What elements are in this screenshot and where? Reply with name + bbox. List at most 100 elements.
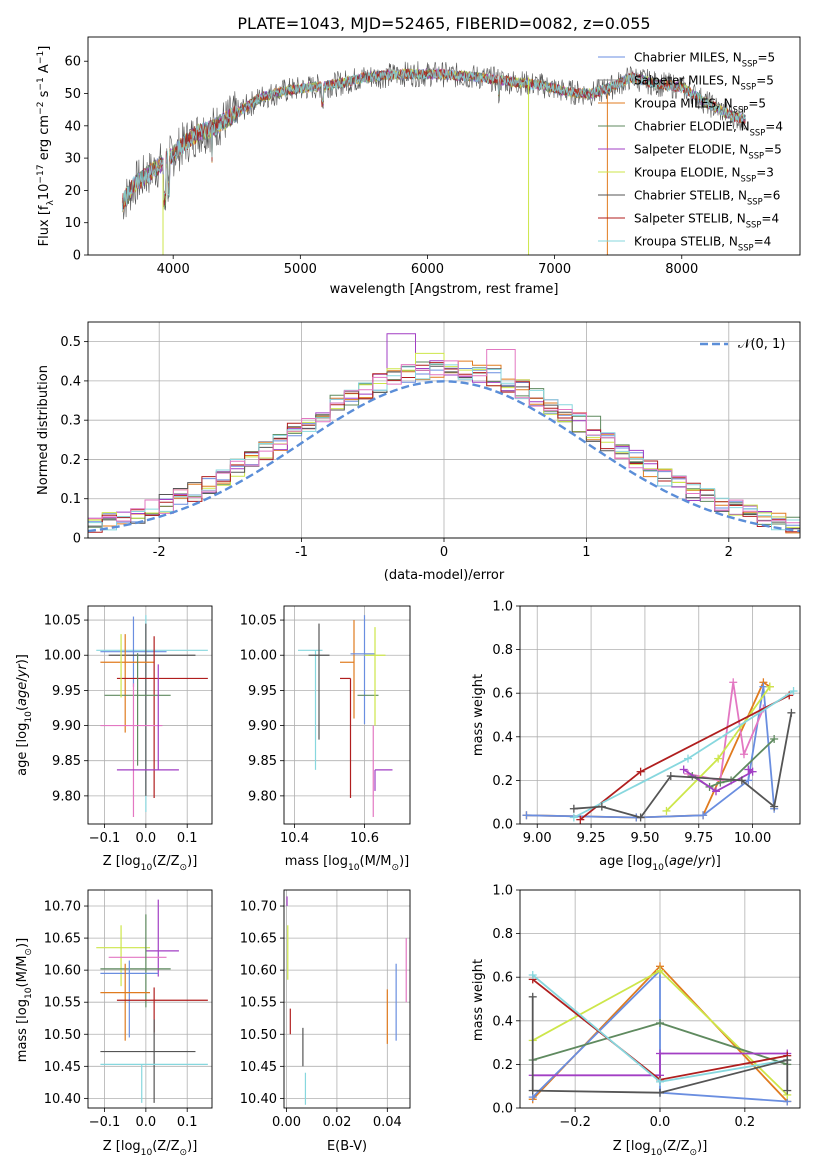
x-tick-label: 5000 — [284, 262, 317, 277]
y-tick-label: 0.3 — [60, 414, 81, 429]
age-vs-metallicity-panel: −0.1 0.0 0.1 9.80 9.85 9.90 9.95 10.00 10.05 Z [l… — [15, 605, 213, 873]
legend-label-ce: Chabrier ELODIE, NSSP=4 — [634, 120, 783, 138]
axes-frame — [283, 889, 411, 1109]
residual-histogram-panel: -2 -1 0 1 2 0 0.1 0.2 0.3 0.4 0.5 (data-model)/erro… — [36, 321, 801, 583]
x-tick-label: 0.1 — [177, 1115, 198, 1130]
y-tick-label: 10.60 — [240, 964, 277, 979]
y-tick-label: 0.8 — [492, 643, 513, 658]
figure-title: PLATE=1043, MJD=52465, FIBERID=0082, z=0… — [237, 14, 650, 33]
axes-frame — [283, 605, 411, 825]
errorbars — [96, 899, 208, 1103]
y-axis-label: mass weight — [471, 674, 486, 756]
x-tick-label: 0.00 — [272, 1115, 301, 1130]
x-tick-label: −0.1 — [89, 831, 121, 846]
x-tick-label: 8000 — [665, 262, 698, 277]
legend-label-se: Salpeter ELODIE, NSSP=5 — [634, 143, 782, 161]
y-tick-label: 10.45 — [240, 1060, 277, 1075]
y-tick-label: 50 — [64, 87, 81, 102]
y-tick-label: 10.40 — [44, 1092, 81, 1107]
x-tick-label: -1 — [295, 545, 308, 560]
y-tick-label: 10.05 — [240, 614, 277, 629]
x-tick-label: -2 — [153, 545, 166, 560]
axes-frame — [87, 889, 213, 1109]
y-tick-label: 9.80 — [248, 789, 277, 804]
x-tick-label: 0.02 — [322, 1115, 351, 1130]
legend-label-cm: Chabrier MILES, NSSP=5 — [634, 51, 775, 69]
errorbars — [298, 615, 393, 817]
x-axis-label: age [log10(age/yr)] — [599, 854, 721, 873]
weight-lines — [522, 678, 798, 824]
axes-frame — [87, 321, 801, 539]
x-tick-label: 0.2 — [735, 1115, 756, 1130]
y-tick-label: 0.6 — [492, 971, 513, 986]
y-axis-label: Normed distribution — [36, 365, 51, 495]
y-tick-label: 20 — [64, 184, 81, 199]
axes-frame — [519, 889, 801, 1109]
y-tick-label: 0.0 — [492, 1102, 513, 1117]
x-tick-label: 9.50 — [630, 831, 659, 846]
legend-label-km: Kroupa MILES, NSSP=5 — [634, 97, 766, 115]
y-tick-label: 10.40 — [240, 1092, 277, 1107]
legend-label-sm: Salpeter MILES, NSSP=5 — [634, 74, 774, 92]
errorbars — [96, 615, 208, 817]
y-tick-label: 1.0 — [492, 884, 513, 899]
weight-line-se — [683, 768, 755, 793]
weight-line-cs — [573, 712, 793, 819]
x-tick-label: 9.75 — [684, 831, 713, 846]
age-vs-mass-panel: 10.4 10.6 9.80 9.85 9.90 9.95 10.00 10.05 mass [… — [240, 605, 411, 873]
y-tick-label: 9.95 — [248, 684, 277, 699]
normal-distribution-curve — [88, 380, 800, 533]
y-tick-label: 9.80 — [52, 789, 81, 804]
y-tick-label: 10.00 — [240, 649, 277, 664]
x-axis-label: (data-model)/error — [384, 568, 505, 583]
x-tick-label: 9.25 — [577, 831, 606, 846]
x-axis-label: mass [log10(M/M⊙)] — [285, 854, 409, 873]
errorbars — [286, 896, 407, 1105]
y-tick-label: 0 — [73, 532, 81, 547]
y-tick-label: 9.85 — [52, 754, 81, 769]
x-tick-label: 0.1 — [177, 831, 198, 846]
y-tick-label: 10.05 — [44, 614, 81, 629]
mass-vs-metallicity-panel: −0.1 0.0 0.1 10.40 10.45 10.50 10.55 10.60 10.65… — [15, 889, 213, 1158]
y-axis-label: mass weight — [471, 959, 486, 1041]
legend-label-ks: Kroupa STELIB, NSSP=4 — [634, 235, 771, 253]
y-tick-label: 0.2 — [492, 774, 513, 789]
y-axis-label: age [log10(age/yr)] — [15, 654, 34, 776]
x-tick-label: 0.04 — [373, 1115, 402, 1130]
x-axis-label: wavelength [Angstrom, rest frame] — [330, 282, 559, 297]
axes-frame — [87, 36, 801, 256]
y-tick-label: 9.85 — [248, 754, 277, 769]
model-spectrum-line-ke — [121, 68, 746, 209]
y-tick-label: 10.70 — [44, 900, 81, 915]
y-tick-label: 0.5 — [60, 335, 81, 350]
axes-frame — [87, 605, 213, 825]
axes-frame — [519, 605, 801, 825]
y-tick-label: 10.65 — [240, 932, 277, 947]
weight-line-ke — [665, 686, 771, 812]
x-tick-label: −0.1 — [89, 1115, 121, 1130]
y-tick-label: 10.60 — [44, 964, 81, 979]
x-tick-label: 0.0 — [136, 1115, 157, 1130]
x-tick-label: 7000 — [538, 262, 571, 277]
x-axis-label: E(B-V) — [327, 1139, 367, 1154]
weight-line-se — [532, 1052, 788, 1077]
y-tick-label: 0.4 — [492, 730, 513, 745]
y-axis-label: Flux [fλ10−17 erg cm−2 s−1 A−1] — [36, 46, 56, 247]
y-axis-label: mass [log10(M/M⊙)] — [15, 938, 34, 1062]
y-tick-label: 0.4 — [492, 1014, 513, 1029]
y-tick-label: 9.90 — [248, 719, 277, 734]
legend-label-ke: Kroupa ELODIE, NSSP=3 — [634, 166, 774, 184]
x-tick-label: 2 — [725, 545, 733, 560]
y-tick-label: 10.55 — [240, 996, 277, 1011]
spectrum-panel: 4000 5000 6000 7000 8000 0 10 20 30 40 50 60 wavelen… — [36, 36, 801, 297]
x-tick-label: 0 — [440, 545, 448, 560]
y-tick-label: 10 — [64, 216, 81, 231]
weight-vs-age-panel: 9.00 9.25 9.50 9.75 10.00 0.0 0.2 0.4 0.6 0.8 1.0 a… — [471, 600, 801, 873]
mass-vs-reddening-panel: 0.00 0.02 0.04 10.40 10.45 10.50 10.55 10.60 10.… — [240, 889, 411, 1154]
y-tick-label: 0.2 — [492, 1058, 513, 1073]
x-tick-label: 10.4 — [280, 831, 309, 846]
spectrum-lines — [121, 61, 746, 255]
y-tick-label: 1.0 — [492, 600, 513, 615]
x-tick-label: 9.00 — [523, 831, 552, 846]
